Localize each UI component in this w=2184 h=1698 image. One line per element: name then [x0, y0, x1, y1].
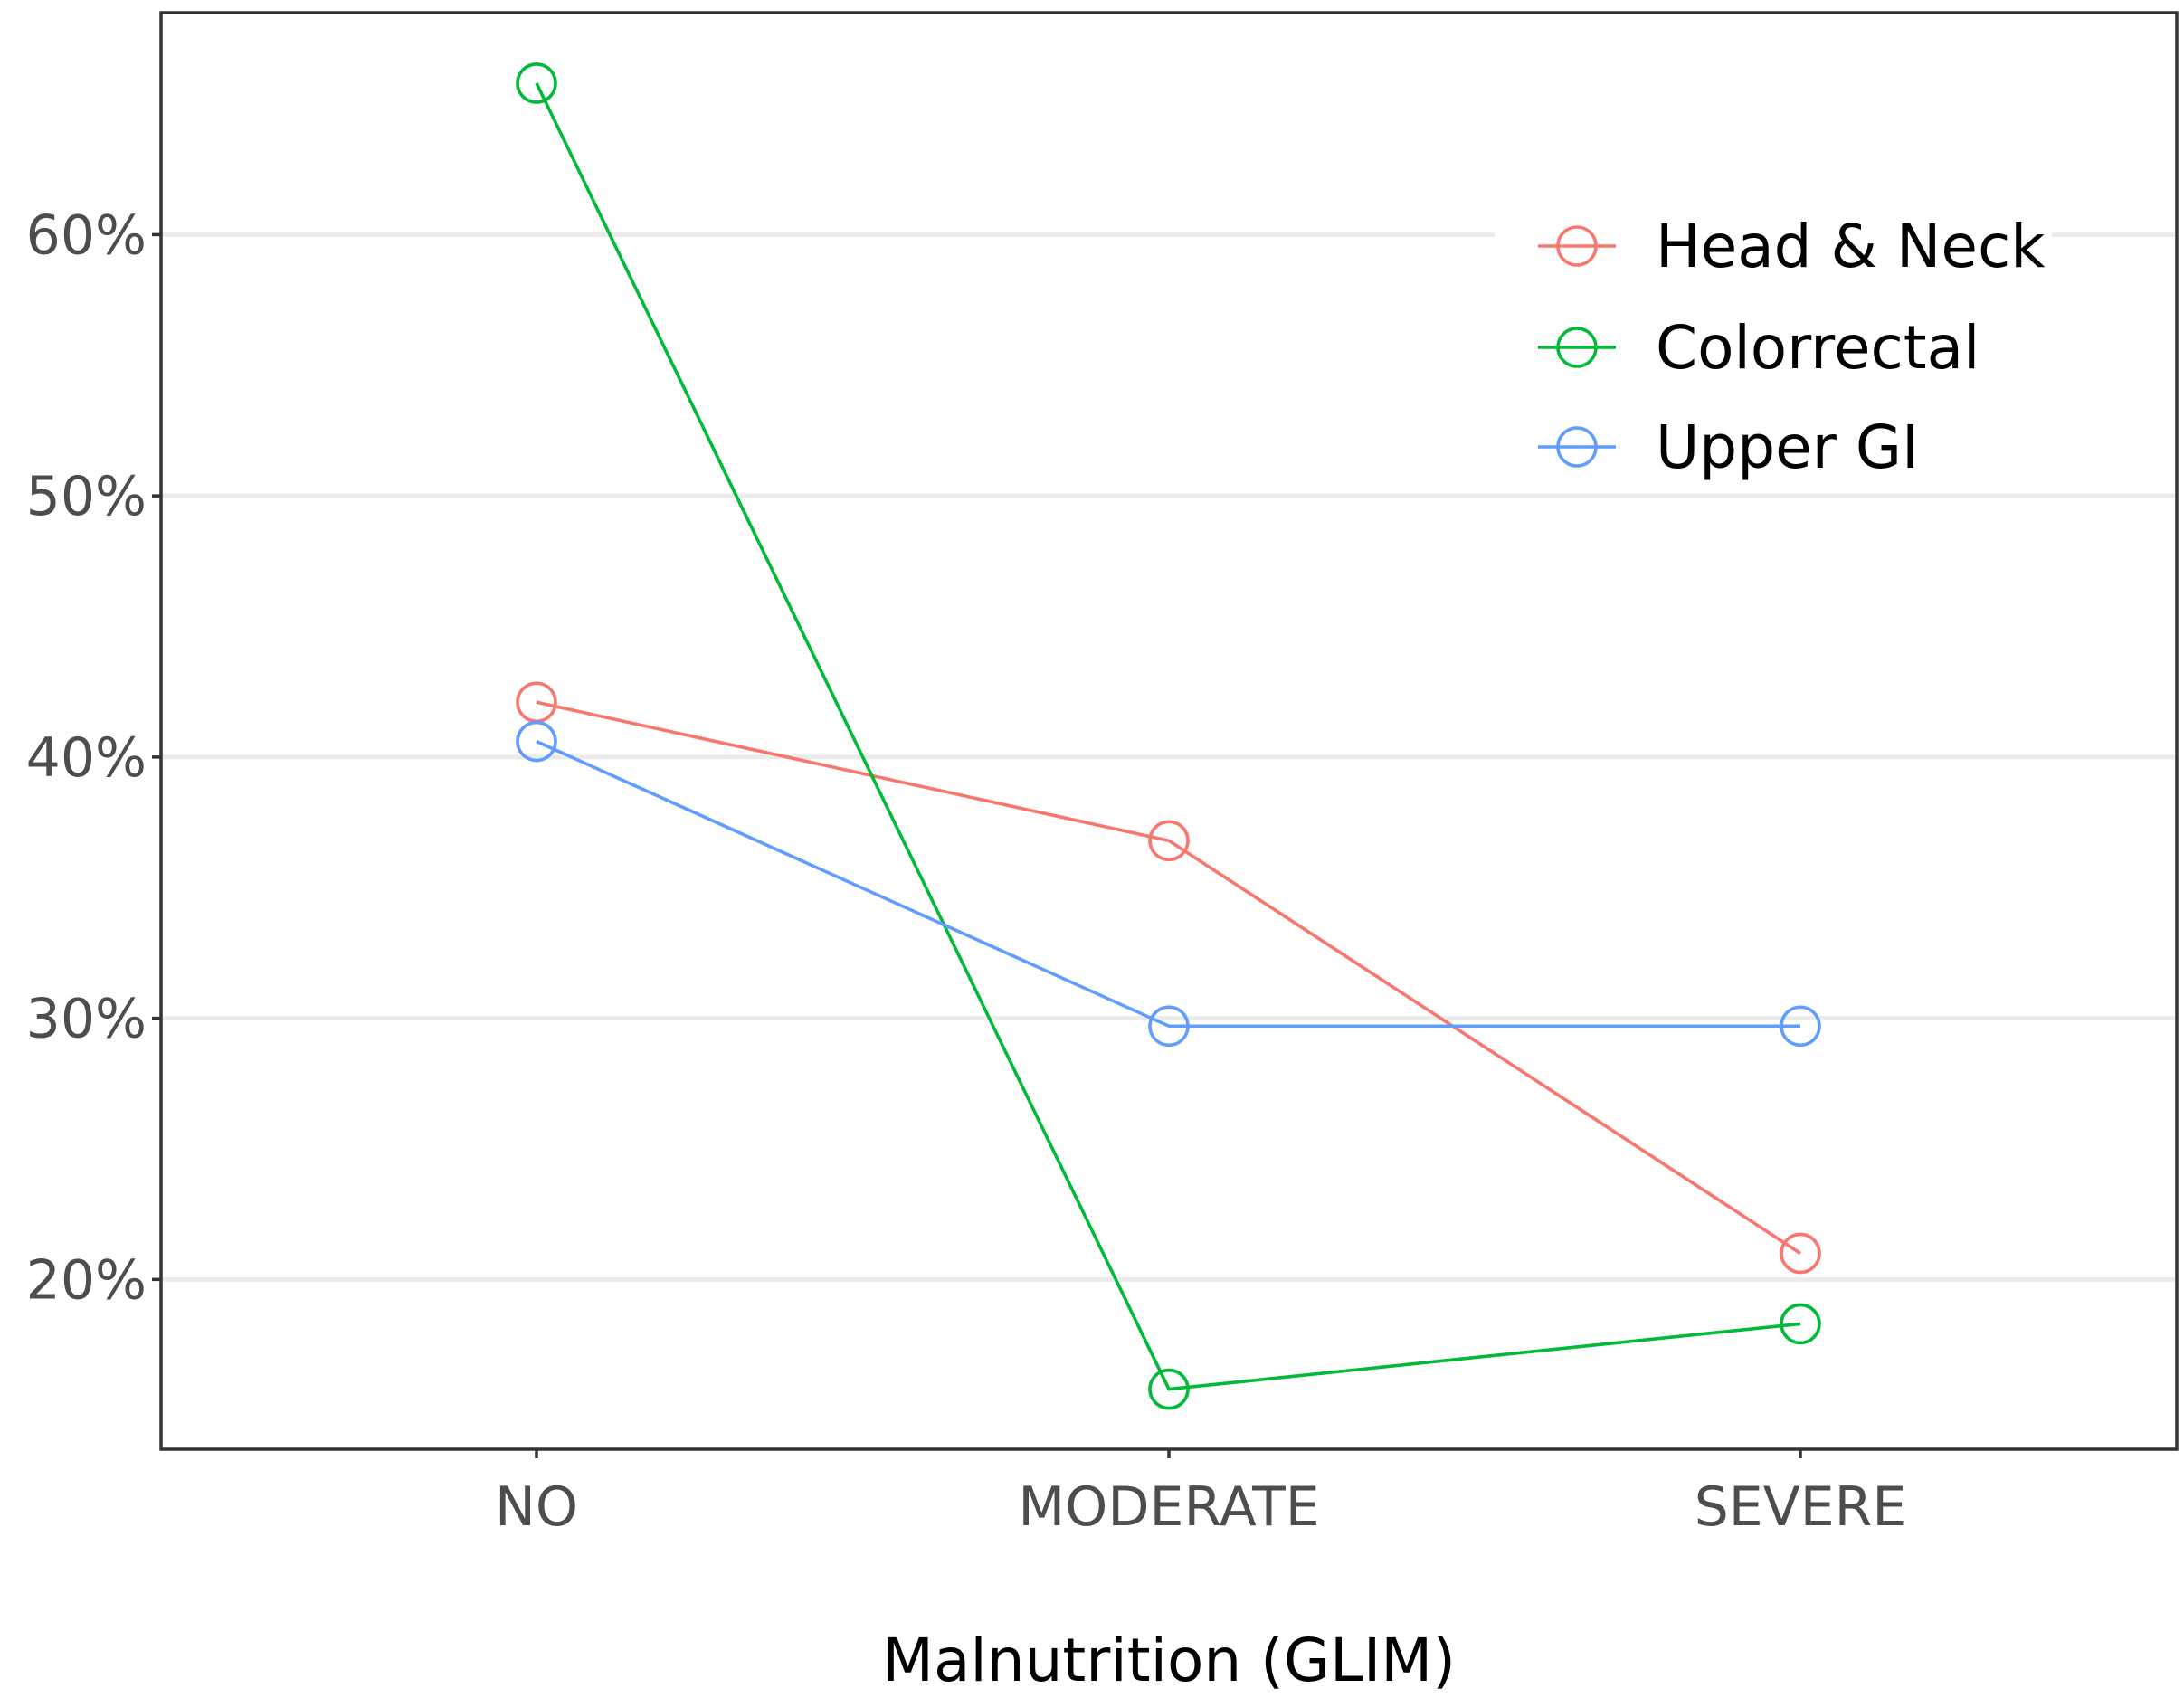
data-point — [1780, 1303, 1821, 1345]
data-point — [1148, 820, 1190, 862]
legend-key-point — [1556, 225, 1598, 267]
legend: Head & Neck Colorrectal Upper GI — [1495, 204, 2052, 493]
x-tick-label: MODERATE — [1018, 1475, 1319, 1539]
data-point — [1148, 1368, 1190, 1410]
series-0 — [516, 681, 1821, 1275]
series-line — [536, 739, 1800, 1029]
series-line — [535, 82, 1801, 1391]
y-tick-label: 40% — [26, 726, 147, 790]
y-tick-label: 30% — [26, 988, 147, 1051]
x-axis-title: Malnutrition (GLIM) — [882, 1626, 1456, 1695]
legend-key-point — [1556, 327, 1598, 368]
legend-item: Head & Neck — [1538, 212, 2046, 281]
data-point — [516, 62, 557, 104]
legend-item: Upper GI — [1538, 413, 1919, 482]
legend-key-point — [1556, 426, 1598, 468]
series-2 — [516, 720, 1821, 1048]
data-point — [516, 720, 557, 763]
y-gridlines — [161, 232, 2177, 1282]
y-tick-label: 20% — [26, 1248, 147, 1312]
data-point — [1780, 1232, 1821, 1275]
data-point — [1780, 1005, 1821, 1048]
legend-item: Colorrectal — [1538, 313, 1980, 383]
x-axis: NO MODERATE SEVERE — [495, 1449, 1906, 1539]
data-point — [1148, 1005, 1190, 1048]
legend-label: Head & Neck — [1656, 212, 2046, 281]
legend-label: Colorrectal — [1656, 313, 1980, 383]
y-tick-label: 60% — [26, 204, 147, 267]
y-axis: 20% 30% 40% 50% 60% — [26, 204, 161, 1312]
x-tick-label: SEVERE — [1695, 1475, 1907, 1539]
series-line — [536, 700, 1801, 1255]
series-layer — [516, 62, 1821, 1410]
x-tick-label: NO — [495, 1475, 578, 1539]
legend-label: Upper GI — [1656, 413, 1919, 482]
y-tick-label: 50% — [26, 465, 147, 528]
series-1 — [516, 62, 1821, 1410]
